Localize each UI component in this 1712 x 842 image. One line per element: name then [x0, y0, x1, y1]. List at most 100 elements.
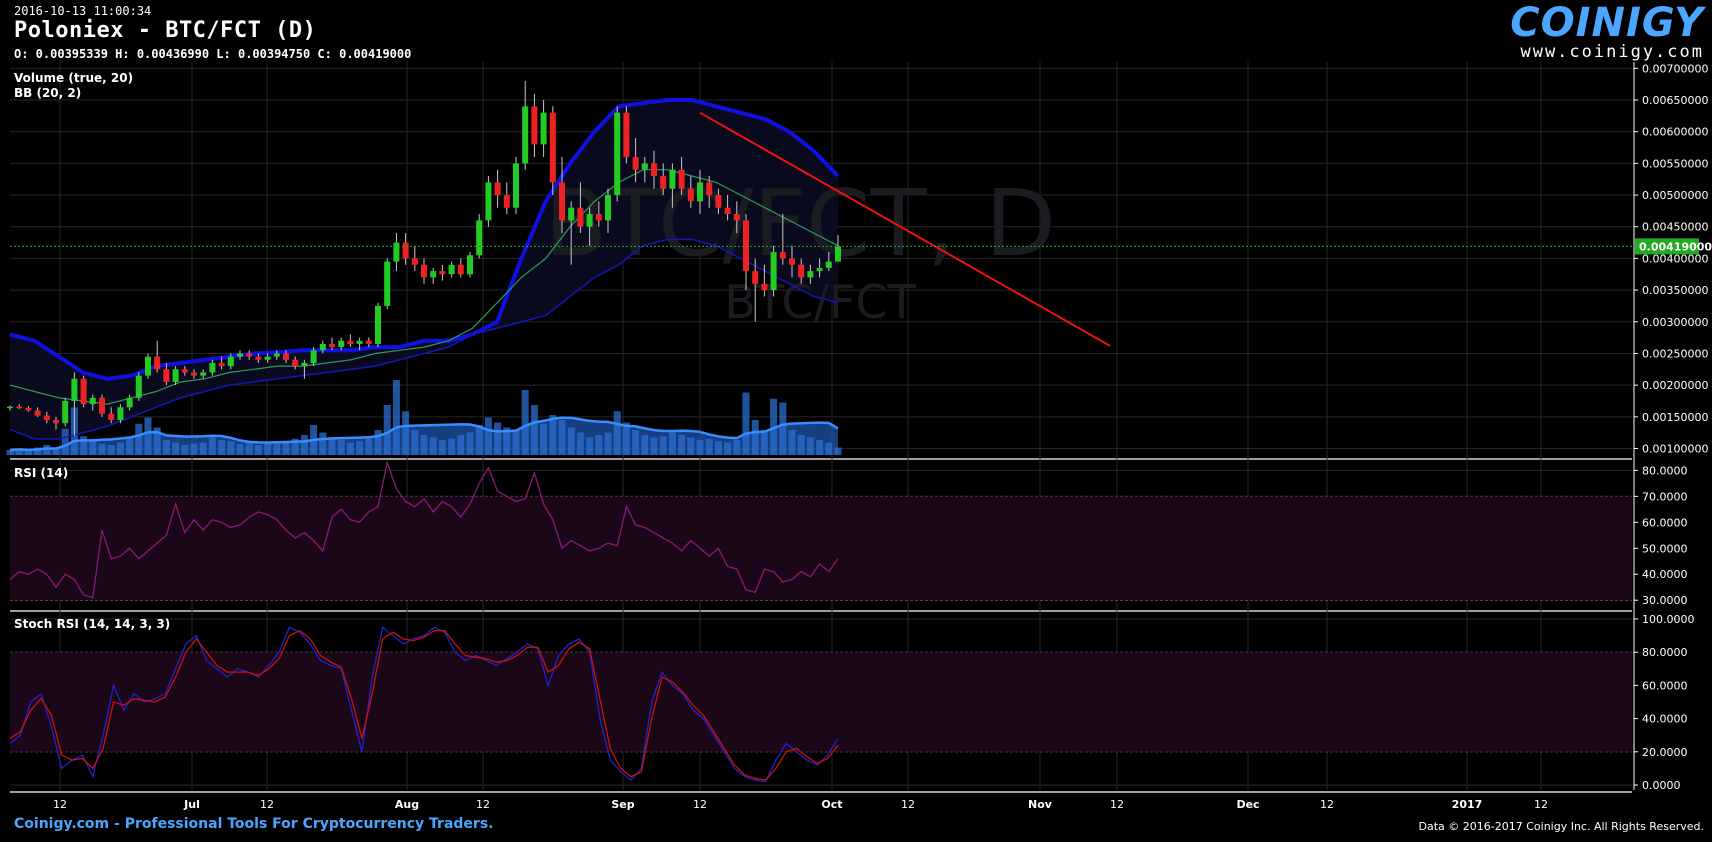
rsi-tick-label: 50.0000 — [1642, 542, 1688, 555]
candle-body — [191, 372, 197, 376]
candle-body — [356, 340, 363, 344]
x-tick-label: Dec — [1236, 798, 1259, 811]
candle-body — [71, 378, 78, 401]
candle-body — [181, 369, 188, 373]
stoch-rsi-title: Stoch RSI (14, 14, 3, 3) — [14, 617, 170, 631]
candle-body — [669, 169, 676, 189]
volume-bar — [714, 441, 722, 455]
candle-body — [816, 267, 823, 272]
candle-body — [218, 362, 225, 367]
stoch-tick-label: 100.0000 — [1642, 613, 1695, 626]
x-tick-label: Jul — [183, 798, 200, 811]
candle-body — [329, 343, 335, 348]
axes: 12 Jul 12 Aug 12 Sep 12 Oct 12 Nov 12 Dec 12 2017 12 0.… — [53, 62, 1712, 811]
candle-body — [209, 362, 216, 373]
volume-bar — [742, 392, 750, 455]
candle-body — [577, 207, 584, 227]
volume-bar — [199, 442, 207, 455]
candle-body — [467, 255, 473, 275]
volume-bar — [153, 427, 161, 455]
candle-body — [62, 400, 69, 424]
candle-body — [227, 356, 234, 367]
candle-body — [375, 305, 381, 344]
candle-body — [255, 356, 262, 360]
x-tick-label: 12 — [476, 798, 490, 811]
volume-bar — [724, 442, 732, 455]
candle-body — [835, 246, 841, 262]
candle-body — [761, 283, 768, 291]
volume-bar — [383, 405, 391, 455]
y-tick-label: 0.00250000 — [1642, 347, 1708, 360]
volume-bar — [135, 423, 143, 455]
candle-body — [393, 242, 400, 262]
volume-bar — [641, 435, 649, 455]
stoch-tick-label: 0.0000 — [1642, 779, 1681, 792]
candle-body — [411, 258, 418, 265]
candle-body — [25, 407, 32, 411]
y-tick-label: 0.00450000 — [1642, 221, 1708, 234]
indicator-band-fills — [10, 100, 1632, 752]
candle-body — [752, 271, 759, 284]
volume-bar — [291, 438, 299, 455]
y-tick-label: 0.00350000 — [1642, 284, 1708, 297]
y-tick-label: 0.00500000 — [1642, 189, 1708, 202]
x-tick-label: 12 — [1110, 798, 1124, 811]
coinigy-logo[interactable]: COINIGY www.coinigy.com — [1510, 2, 1704, 62]
candle-body — [798, 264, 805, 278]
volume-bar — [411, 430, 419, 455]
volume-bar — [696, 440, 704, 455]
candle-body — [338, 340, 345, 348]
volume-bar — [144, 417, 152, 455]
candle-body — [476, 220, 483, 256]
volume-bar — [650, 437, 658, 455]
watermark-main: BTC/FCT, D — [544, 170, 1056, 277]
candle-body — [43, 415, 50, 420]
volume-bars — [6, 380, 842, 455]
volume-bar — [402, 411, 410, 455]
stoch-tick-label: 60.0000 — [1642, 679, 1688, 692]
volume-bar — [586, 437, 594, 455]
candle-body — [540, 112, 547, 145]
volume-bar — [346, 442, 354, 455]
volume-bar — [6, 450, 14, 455]
volume-bar — [365, 438, 373, 455]
footer-tagline[interactable]: Coinigy.com - Professional Tools For Cry… — [14, 816, 494, 832]
y-tick-label: 0.00300000 — [1642, 316, 1708, 329]
volume-bar — [797, 435, 805, 455]
trendline-line — [699, 111, 1111, 347]
volume-bar — [181, 445, 189, 455]
volume-bar — [273, 442, 281, 455]
candle-body — [34, 410, 41, 416]
volume-bar — [227, 441, 235, 455]
candle-body — [531, 106, 538, 145]
candle-body — [246, 353, 253, 357]
volume-bar — [806, 437, 814, 455]
candle-body — [494, 182, 501, 196]
candle-body — [421, 264, 427, 278]
volume-bar — [475, 425, 483, 455]
candle-body — [163, 369, 170, 382]
stoch-tick-label: 40.0000 — [1642, 713, 1688, 726]
stoch-band-fill — [10, 652, 1632, 752]
candle-body — [53, 419, 59, 424]
y-tick-label: 0.00150000 — [1642, 411, 1708, 424]
volume-bar — [80, 436, 88, 455]
candle-body — [706, 182, 713, 196]
volume-bar — [705, 438, 713, 455]
volume-bar — [751, 420, 759, 455]
candle-body — [145, 356, 151, 376]
candle-body — [789, 258, 795, 265]
volume-bar — [466, 432, 474, 455]
candle-body — [651, 163, 657, 177]
last-price-label: 0.00419000 — [1639, 240, 1712, 253]
candle-body — [549, 112, 556, 183]
candle-body — [117, 407, 124, 420]
volume-bar — [208, 437, 216, 455]
x-tick-label: 12 — [260, 798, 274, 811]
volume-bar — [567, 427, 575, 455]
volume-bar — [254, 445, 262, 455]
candle-body — [586, 214, 593, 227]
ohlc-readout: O: 0.00395339 H: 0.00436990 L: 0.0039475… — [14, 47, 412, 61]
rsi-tick-label: 80.0000 — [1642, 464, 1688, 477]
